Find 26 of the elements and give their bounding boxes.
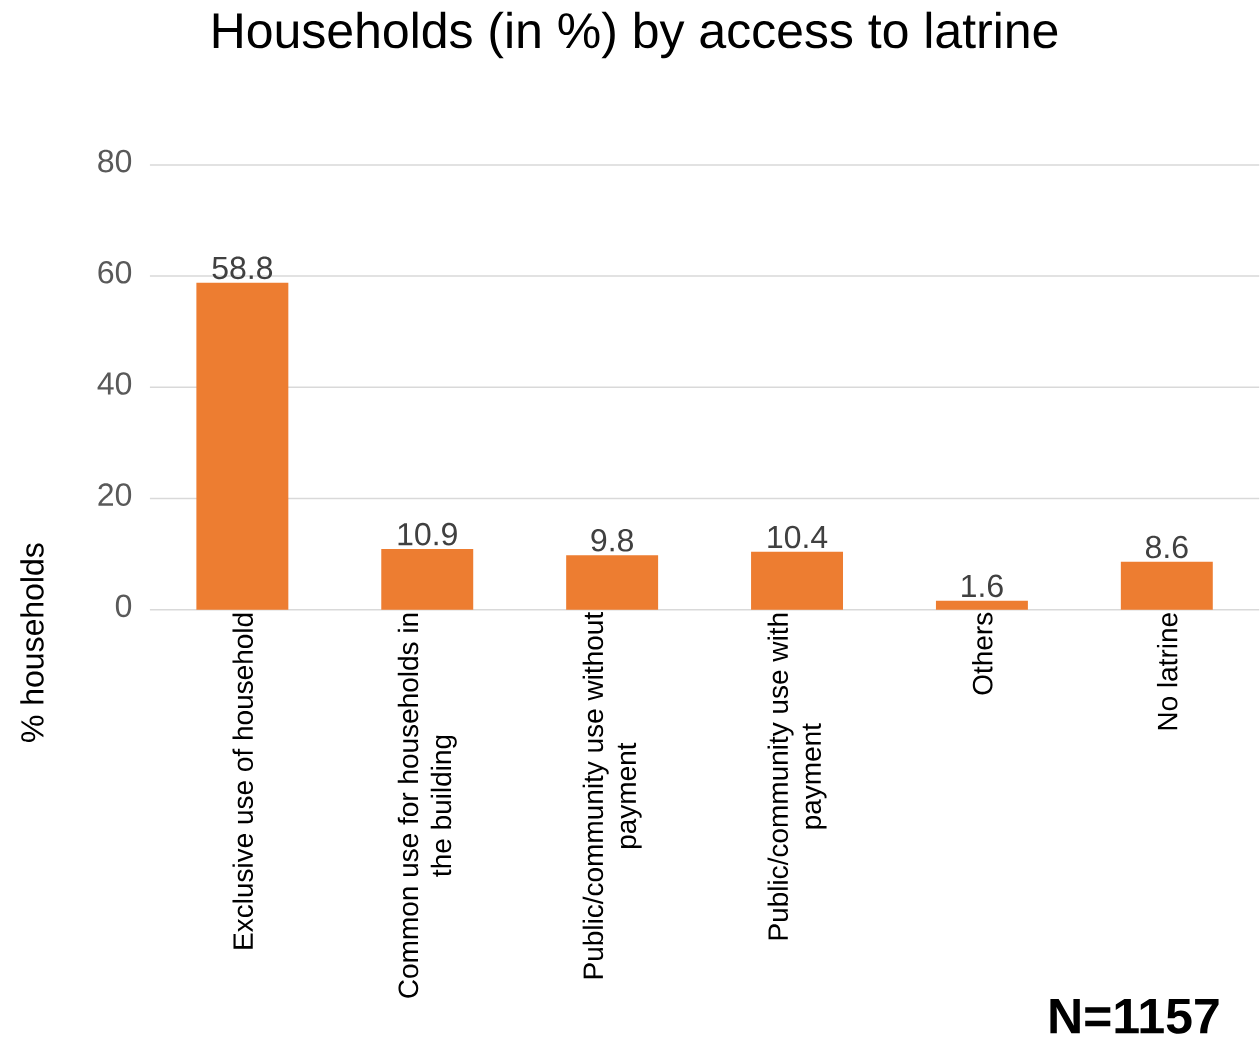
- chart-title: Households (in %) by access to latrine: [213, 11, 1058, 59]
- data-label: 58.8: [212, 256, 273, 280]
- data-label: 10.4: [768, 525, 828, 549]
- data-label: 8.6: [1145, 535, 1188, 559]
- x-tick-label: No latrine: [1156, 612, 1178, 730]
- x-tick-label: Common use for households in the building: [397, 613, 457, 998]
- bar: [935, 600, 1028, 610]
- y-tick-label: 40: [97, 371, 132, 395]
- bar: [381, 548, 474, 610]
- y-tick-label: 60: [98, 260, 132, 284]
- bar: [751, 551, 844, 610]
- y-axis-title: % households: [20, 543, 44, 742]
- data-label: 10.9: [398, 522, 457, 546]
- y-tick-label: 0: [115, 594, 132, 617]
- x-tick-label: Public/community use with payment: [767, 613, 827, 940]
- data-label: 9.8: [591, 528, 633, 552]
- y-tick-label: 80: [98, 149, 132, 173]
- data-label: 1.6: [962, 574, 1003, 598]
- x-tick-label: Others: [972, 612, 993, 695]
- bar: [196, 282, 289, 610]
- x-tick-label: Public/community use without payment: [582, 611, 642, 978]
- text: N=1157: [1050, 998, 1219, 1034]
- y-tick-label: 20: [98, 483, 132, 506]
- bar: [566, 554, 659, 610]
- x-tick-label: Exclusive use of household: [232, 613, 254, 949]
- bar: [1120, 561, 1213, 610]
